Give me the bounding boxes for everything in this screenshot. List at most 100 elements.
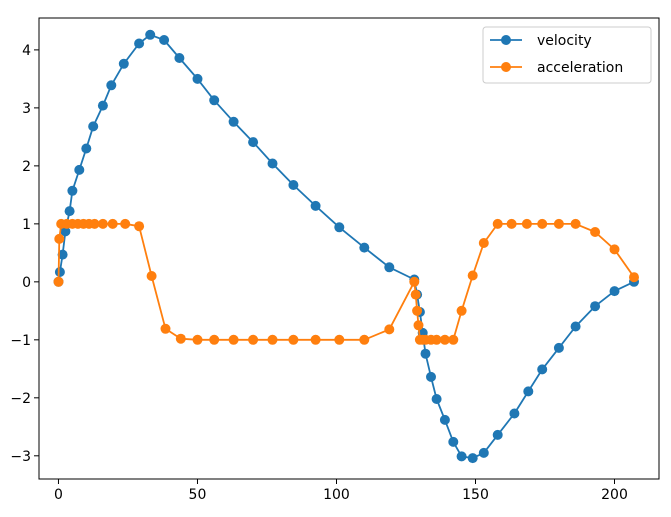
velocity-point [118, 58, 129, 69]
velocity-point [553, 342, 564, 353]
legend-frame [482, 26, 652, 84]
x-tick-label: 200 [601, 487, 628, 503]
acceleration-point [54, 233, 65, 244]
velocity-point [359, 242, 370, 253]
acceleration-point [439, 334, 450, 345]
series-layer [53, 29, 639, 464]
velocity-point [159, 35, 170, 45]
velocity-point [420, 348, 431, 359]
acceleration-point [492, 218, 503, 229]
velocity-point [248, 137, 259, 148]
x-tick-label: 50 [189, 487, 207, 503]
acceleration-point [120, 218, 131, 229]
acceleration-point [609, 244, 620, 255]
velocity-point [81, 143, 92, 154]
x-tick-label: 100 [323, 487, 350, 503]
velocity-point [288, 180, 299, 190]
velocity-point [60, 226, 71, 237]
acceleration-point [409, 276, 420, 287]
velocity-point [74, 164, 85, 175]
acceleration-point [146, 271, 157, 281]
velocity-point [64, 206, 75, 217]
velocity-point [492, 429, 503, 440]
series-acceleration [53, 218, 639, 345]
velocity-point [145, 29, 156, 40]
y-tick-label: −3 [10, 449, 31, 465]
velocity-point [54, 267, 65, 277]
legend-entries: velocity acceleration [490, 33, 623, 76]
velocity-point [590, 301, 601, 312]
acceleration-point [359, 334, 370, 345]
velocity-point [456, 451, 467, 462]
velocity-point [57, 249, 68, 260]
acceleration-point [537, 218, 548, 229]
y-tick-label: 0 [22, 275, 31, 291]
acceleration-point [107, 218, 118, 229]
acceleration-point [448, 334, 459, 345]
legend-marker [501, 35, 511, 45]
acceleration-point [160, 323, 171, 334]
legend-entry-velocity: velocity [490, 33, 592, 49]
legend-marker [501, 62, 511, 72]
acceleration-point [134, 221, 145, 232]
y-tick-label: 2 [22, 159, 31, 175]
acceleration-point [192, 334, 203, 345]
acceleration-point [478, 238, 489, 248]
acceleration-point [410, 289, 421, 300]
acceleration-point [456, 305, 467, 316]
velocity-point [334, 222, 345, 233]
acceleration-point [53, 276, 64, 287]
velocity-point [310, 200, 321, 211]
y-tick-label: 4 [22, 43, 31, 59]
velocity-point [106, 80, 117, 91]
velocity-point [134, 38, 145, 49]
velocity-point [467, 453, 478, 464]
acceleration-point [521, 218, 532, 229]
acceleration-point [209, 334, 220, 345]
velocity-point [439, 414, 450, 425]
velocity-point [97, 100, 108, 111]
velocity-point [509, 408, 520, 419]
acceleration-point [506, 218, 517, 229]
y-tick-label: 3 [22, 101, 31, 117]
velocity-point [174, 53, 185, 63]
velocity-point [570, 321, 581, 332]
plot-area-frame [38, 17, 660, 480]
velocity-point [209, 95, 220, 106]
velocity-point [67, 185, 78, 196]
acceleration-point [553, 218, 564, 229]
legend-entry-acceleration: acceleration [490, 60, 623, 76]
legend-label: velocity [537, 33, 592, 49]
y-tick-label: −2 [10, 391, 31, 407]
velocity-point [448, 436, 459, 447]
velocity-point [431, 394, 442, 404]
acceleration-point [288, 334, 299, 345]
velocity-point [609, 286, 620, 297]
y-tick-label: −1 [10, 333, 31, 349]
velocity-point [523, 386, 534, 397]
axis-layer: 0 50 100 150 200 −3 −2 −1 0 1 2 3 4 [10, 43, 628, 503]
velocity-point [537, 364, 548, 375]
acceleration-point [248, 334, 259, 345]
velocity-point [384, 262, 395, 273]
acceleration-point [310, 334, 321, 345]
acceleration-point [334, 334, 345, 345]
acceleration-point [89, 218, 100, 229]
velocity-point [267, 158, 278, 169]
y-tick-label: 1 [22, 217, 31, 233]
acceleration-point [413, 320, 424, 331]
velocity-point [426, 371, 436, 382]
acceleration-point [467, 270, 478, 281]
acceleration-point [431, 334, 442, 345]
acceleration-point [629, 272, 639, 283]
acceleration-point [175, 333, 186, 344]
acceleration-point [384, 324, 395, 335]
acceleration-point [267, 334, 278, 345]
x-tick-label: 0 [54, 487, 63, 503]
velocity-point [88, 121, 99, 132]
x-tick-label: 150 [462, 487, 489, 503]
acceleration-point [590, 227, 601, 237]
acceleration-point [228, 334, 239, 345]
legend-label: acceleration [537, 60, 623, 76]
